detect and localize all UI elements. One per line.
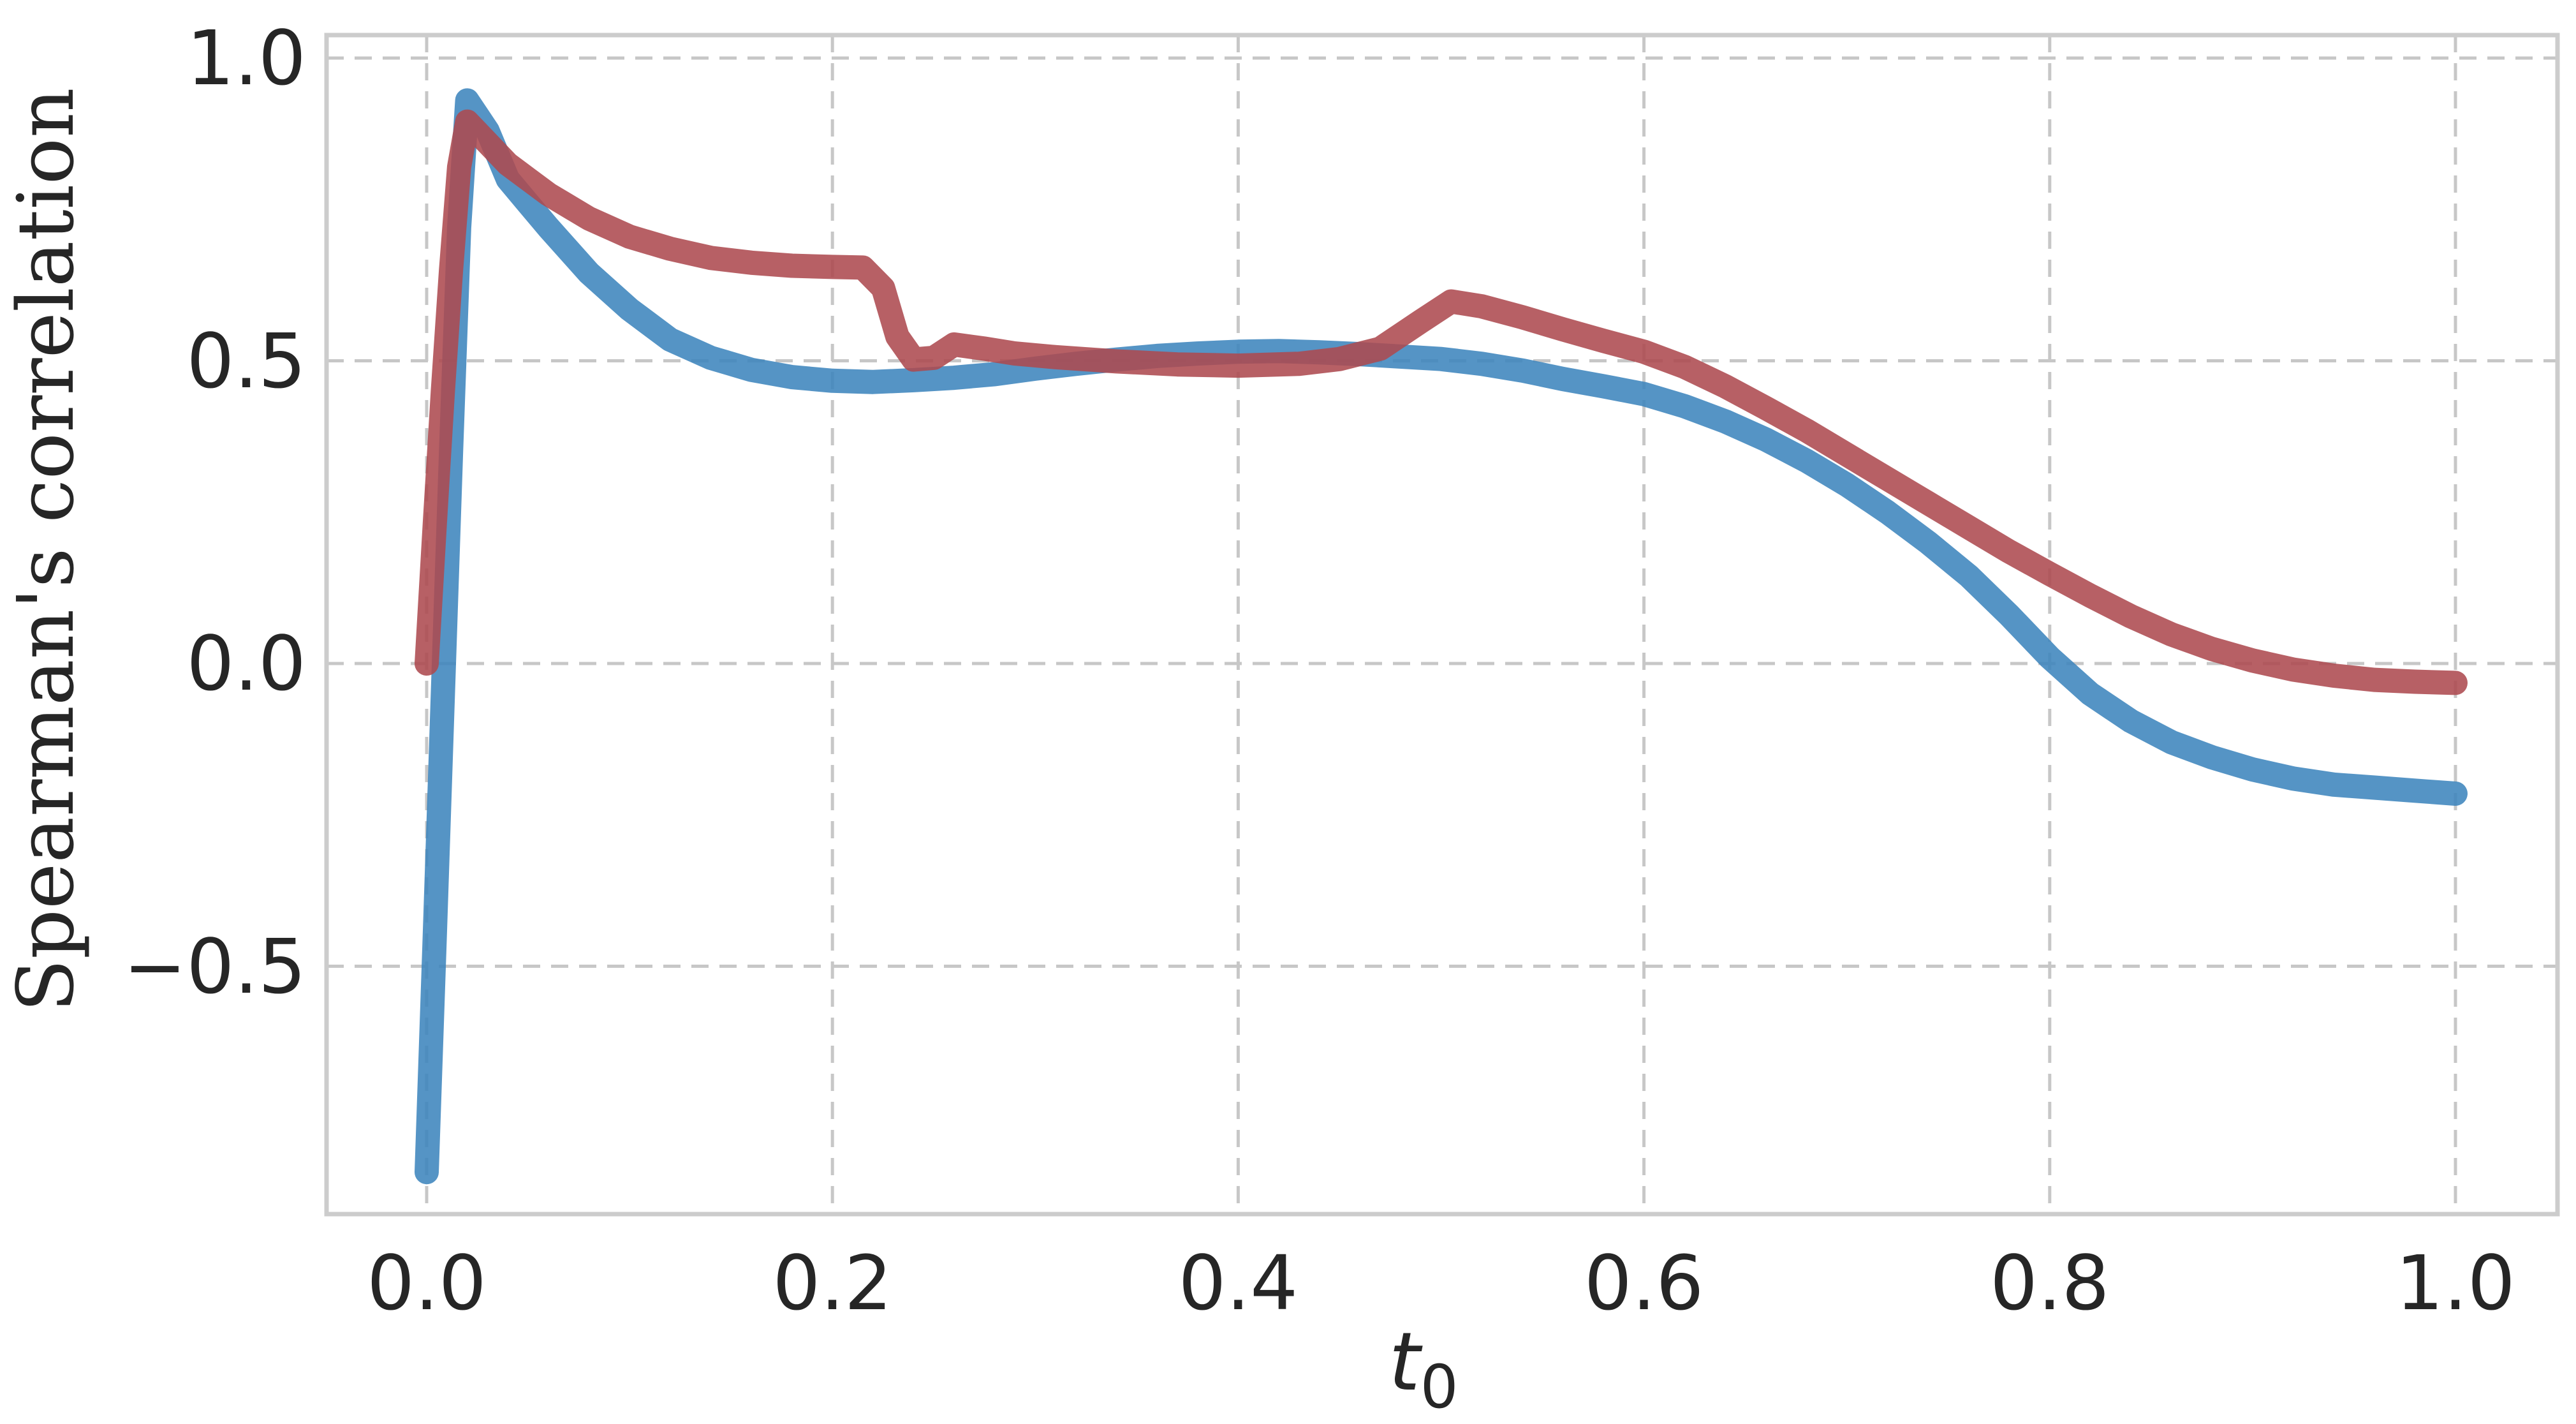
- x-tick-label: 0.6: [1584, 1239, 1704, 1327]
- y-tick-label: −0.5: [123, 922, 306, 1011]
- x-tick-label: 0.8: [1989, 1239, 2110, 1327]
- x-tick-label: 0.0: [367, 1239, 487, 1327]
- red-curve: [415, 109, 2468, 695]
- y-axis-label: Spearman's correlation: [1, 87, 91, 1012]
- x-axis-label-subscript: 0: [1420, 1353, 1459, 1422]
- x-axis-label: t0: [1388, 1322, 1458, 1418]
- y-tick-label: 1.0: [186, 14, 306, 102]
- x-axis-label-main: t: [1388, 1315, 1420, 1409]
- x-tick-label: 0.4: [1178, 1239, 1299, 1327]
- y-tick-label: 0.5: [186, 316, 306, 405]
- x-tick-label: 1.0: [2396, 1239, 2515, 1327]
- y-tick-label: 0.0: [186, 619, 306, 708]
- x-tick-label: 0.2: [772, 1239, 893, 1327]
- axes-spines: [324, 33, 2560, 1217]
